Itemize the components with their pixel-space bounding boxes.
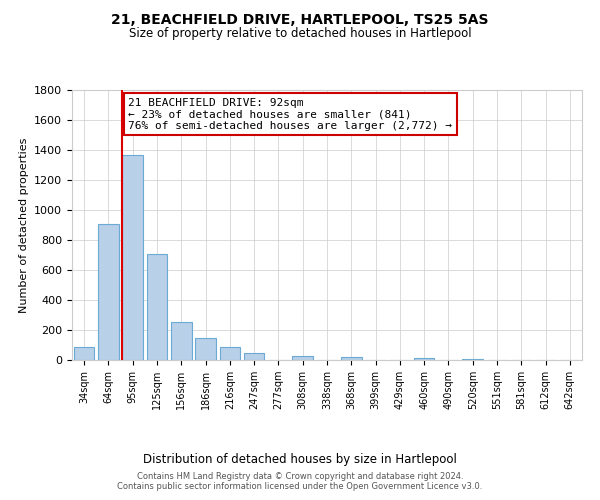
Bar bbox=[98, 224, 119, 360]
Text: 21, BEACHFIELD DRIVE, HARTLEPOOL, TS25 5AS: 21, BEACHFIELD DRIVE, HARTLEPOOL, TS25 5… bbox=[111, 12, 489, 26]
Text: Contains public sector information licensed under the Open Government Licence v3: Contains public sector information licen… bbox=[118, 482, 482, 491]
Y-axis label: Number of detached properties: Number of detached properties bbox=[19, 138, 29, 312]
Bar bbox=[341, 358, 362, 360]
Bar bbox=[146, 254, 167, 360]
Text: Size of property relative to detached houses in Hartlepool: Size of property relative to detached ho… bbox=[128, 28, 472, 40]
Bar bbox=[74, 347, 94, 360]
Text: 21 BEACHFIELD DRIVE: 92sqm
← 23% of detached houses are smaller (841)
76% of sem: 21 BEACHFIELD DRIVE: 92sqm ← 23% of deta… bbox=[128, 98, 452, 130]
Bar bbox=[220, 347, 240, 360]
Bar bbox=[244, 352, 265, 360]
Bar bbox=[171, 322, 191, 360]
Bar bbox=[414, 358, 434, 360]
Bar bbox=[463, 358, 483, 360]
Bar bbox=[195, 338, 216, 360]
Bar bbox=[292, 356, 313, 360]
Text: Contains HM Land Registry data © Crown copyright and database right 2024.: Contains HM Land Registry data © Crown c… bbox=[137, 472, 463, 481]
Text: Distribution of detached houses by size in Hartlepool: Distribution of detached houses by size … bbox=[143, 452, 457, 466]
Bar bbox=[122, 154, 143, 360]
